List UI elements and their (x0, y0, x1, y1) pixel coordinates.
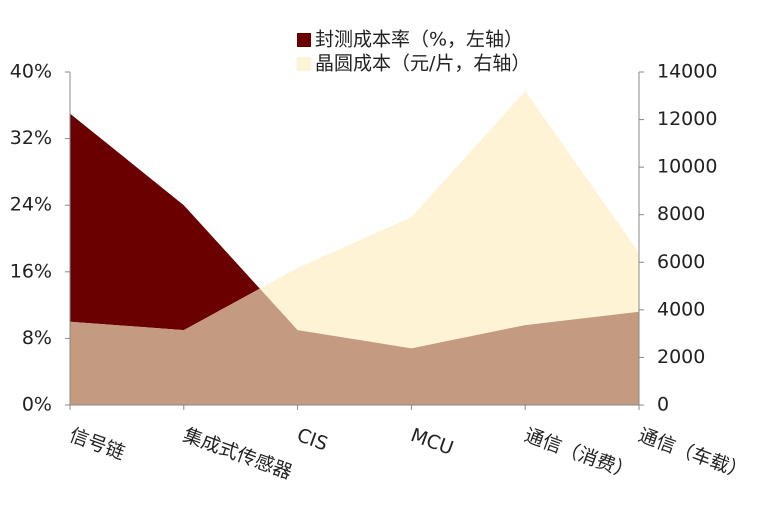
x-tick-label: CIS (294, 424, 331, 455)
area-overlap (70, 113, 639, 405)
legend-marker (297, 57, 311, 71)
x-tick-label: 通信（车载） (635, 424, 750, 484)
x-tick-label: 信号链 (66, 424, 127, 464)
y-tick-label: 32% (10, 127, 52, 149)
x-tick-label: 通信（消费） (522, 424, 637, 484)
y2-tick-label: 10000 (657, 156, 717, 178)
y-tick-label: 24% (10, 194, 52, 216)
y2-tick-label: 6000 (657, 251, 705, 273)
y2-tick-label: 4000 (657, 298, 705, 320)
legend-marker (297, 33, 311, 47)
x-tick-label: 集成式传感器 (180, 424, 295, 484)
y-tick-label: 0% (22, 394, 52, 416)
y-tick-label: 8% (22, 327, 52, 349)
y-tick-label: 40% (10, 61, 52, 83)
legend-label: 封测成本率（%，左轴） (315, 29, 523, 51)
y2-tick-label: 0 (657, 394, 669, 416)
y2-tick-label: 8000 (657, 203, 705, 225)
y2-tick-label: 12000 (657, 108, 717, 130)
y-tick-label: 16% (10, 260, 52, 282)
y2-tick-label: 2000 (657, 346, 705, 368)
y2-tick-label: 14000 (657, 61, 717, 83)
legend-label: 晶圆成本（元/片，右轴） (315, 53, 530, 75)
x-tick-label: MCU (408, 424, 456, 460)
